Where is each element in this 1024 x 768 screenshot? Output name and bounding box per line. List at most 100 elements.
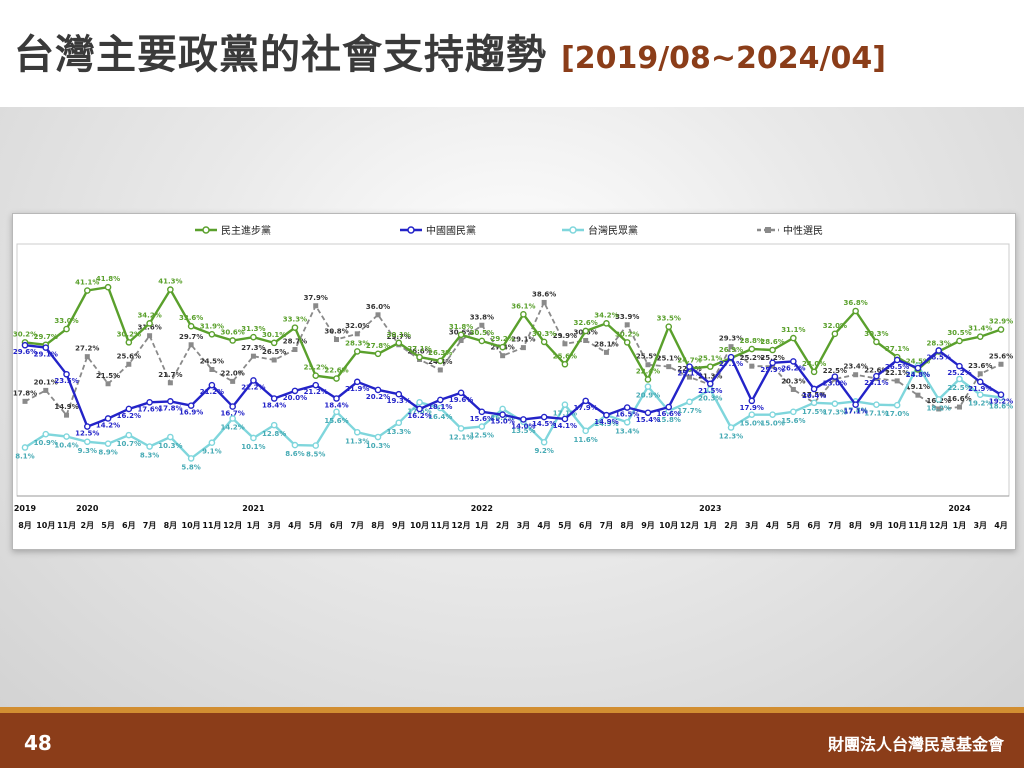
data-label-neutral: 20.3% <box>781 377 805 385</box>
data-label-dpp: 28.8% <box>740 337 764 345</box>
data-label-kmt: 17.1% <box>843 408 867 416</box>
data-label-tpp: 8.9% <box>98 449 117 457</box>
point-neutral <box>437 367 443 373</box>
data-label-kmt: 25.2% <box>947 369 971 377</box>
point-kmt <box>665 403 673 411</box>
point-tpp <box>42 430 50 438</box>
point-kmt <box>250 377 257 384</box>
point-neutral <box>687 374 693 380</box>
data-label-kmt: 25.1% <box>677 370 701 378</box>
legend-label-tpp: 台灣民眾黨 <box>588 224 638 237</box>
data-label-dpp: 28.6% <box>760 338 784 346</box>
point-kmt <box>395 390 403 398</box>
data-label-dpp: 23.2% <box>304 364 328 372</box>
point-dpp <box>229 337 236 344</box>
data-label-kmt: 17.8% <box>158 404 182 412</box>
legend-marker-tpp <box>569 226 577 234</box>
data-label-neutral: 36.0% <box>366 303 390 311</box>
x-tick-label: 9月 <box>641 521 655 530</box>
data-label-dpp: 26.3% <box>428 349 452 357</box>
data-label-dpp: 24.0% <box>802 360 826 368</box>
point-neutral <box>520 345 526 351</box>
x-tick-label: 5月 <box>309 521 323 530</box>
x-year-label: 2021 <box>242 504 265 513</box>
point-tpp <box>333 408 340 416</box>
point-dpp <box>63 325 70 333</box>
party-support-chart: 民主進步黨 中國國民黨 台灣民眾黨 中性選民 17.8% 20.1% 14.9% 27.2% 2… <box>13 224 1013 530</box>
data-label-neutral: 22.0% <box>221 369 245 377</box>
data-label-tpp: 10.4% <box>54 442 78 450</box>
slide-title: 台灣主要政黨的社會支持趨勢 [2019/08~2024/04] <box>14 22 886 82</box>
data-label-dpp: 30.2% <box>117 330 141 338</box>
x-tick-label: 6月 <box>579 521 593 530</box>
data-label-neutral: 23.6% <box>968 362 992 370</box>
data-label-kmt: 23.0% <box>823 380 847 388</box>
x-tick-label: 3月 <box>745 521 759 530</box>
point-neutral <box>770 363 776 369</box>
data-label-kmt: 20.2% <box>366 393 390 401</box>
data-label-tpp: 10.3% <box>366 442 390 450</box>
data-label-dpp: 29.2% <box>490 335 514 343</box>
data-label-dpp: 30.5% <box>470 329 494 337</box>
data-label-neutral: 28.7% <box>283 338 307 346</box>
data-label-tpp: 13.5% <box>511 427 535 435</box>
data-label-dpp: 33.6% <box>179 314 203 322</box>
x-tick-label: 10月 <box>182 521 201 530</box>
point-tpp <box>623 418 631 426</box>
point-dpp <box>333 375 340 382</box>
point-tpp <box>104 440 112 447</box>
point-kmt <box>873 372 880 380</box>
data-label-tpp: 18.2% <box>927 404 951 412</box>
point-dpp <box>623 339 631 346</box>
point-kmt <box>644 409 652 417</box>
x-tick-label: 5月 <box>101 521 115 530</box>
data-label-tpp: 17.1% <box>553 410 577 418</box>
point-tpp <box>353 428 361 436</box>
x-year-label: 2020 <box>76 504 99 513</box>
data-label-dpp: 32.0% <box>823 322 847 330</box>
point-kmt <box>520 416 527 423</box>
point-tpp <box>790 408 797 416</box>
data-label-tpp: 17.5% <box>802 408 826 416</box>
x-tick-label: 7月 <box>600 521 614 530</box>
organization-name: 財團法人台灣民意基金會 <box>827 735 1004 754</box>
data-label-neutral: 38.6% <box>532 290 556 298</box>
data-label-dpp: 31.1% <box>781 326 805 334</box>
x-tick-label: 11月 <box>57 521 76 530</box>
data-label-neutral: 21.7% <box>158 371 182 379</box>
point-neutral <box>354 331 360 337</box>
point-tpp <box>187 455 195 462</box>
data-label-neutral: 25.5% <box>636 353 660 361</box>
x-tick-label: 6月 <box>330 521 344 530</box>
data-label-kmt: 25.9% <box>760 366 784 374</box>
data-label-neutral: 31.6% <box>137 324 161 332</box>
data-label-neutral: 17.8% <box>13 389 37 397</box>
point-kmt <box>63 370 70 378</box>
point-tpp <box>769 411 776 418</box>
data-label-tpp: 15.0% <box>760 420 784 428</box>
point-kmt <box>374 386 382 394</box>
point-kmt <box>83 423 91 430</box>
point-kmt <box>353 378 361 386</box>
data-label-tpp: 8.3% <box>140 452 159 460</box>
point-kmt <box>146 399 153 406</box>
point-dpp <box>125 339 133 346</box>
point-neutral <box>998 361 1004 367</box>
x-tick-label: 2月 <box>724 521 738 530</box>
point-dpp <box>374 350 382 358</box>
data-label-kmt: 26.2% <box>781 364 805 372</box>
point-kmt <box>748 397 756 405</box>
point-kmt <box>686 363 693 370</box>
point-neutral <box>500 353 506 359</box>
point-neutral <box>64 412 70 418</box>
point-tpp <box>644 383 652 390</box>
point-kmt <box>956 362 963 370</box>
point-tpp <box>395 419 403 427</box>
data-label-neutral: 33.8% <box>470 313 494 321</box>
x-tick-label: 12月 <box>452 521 471 530</box>
legend-label-kmt: 中國國民黨 <box>426 224 476 237</box>
point-dpp <box>956 337 963 345</box>
data-label-kmt: 19.3% <box>387 397 411 405</box>
data-label-kmt: 21.9% <box>345 385 369 393</box>
point-kmt <box>416 405 423 413</box>
